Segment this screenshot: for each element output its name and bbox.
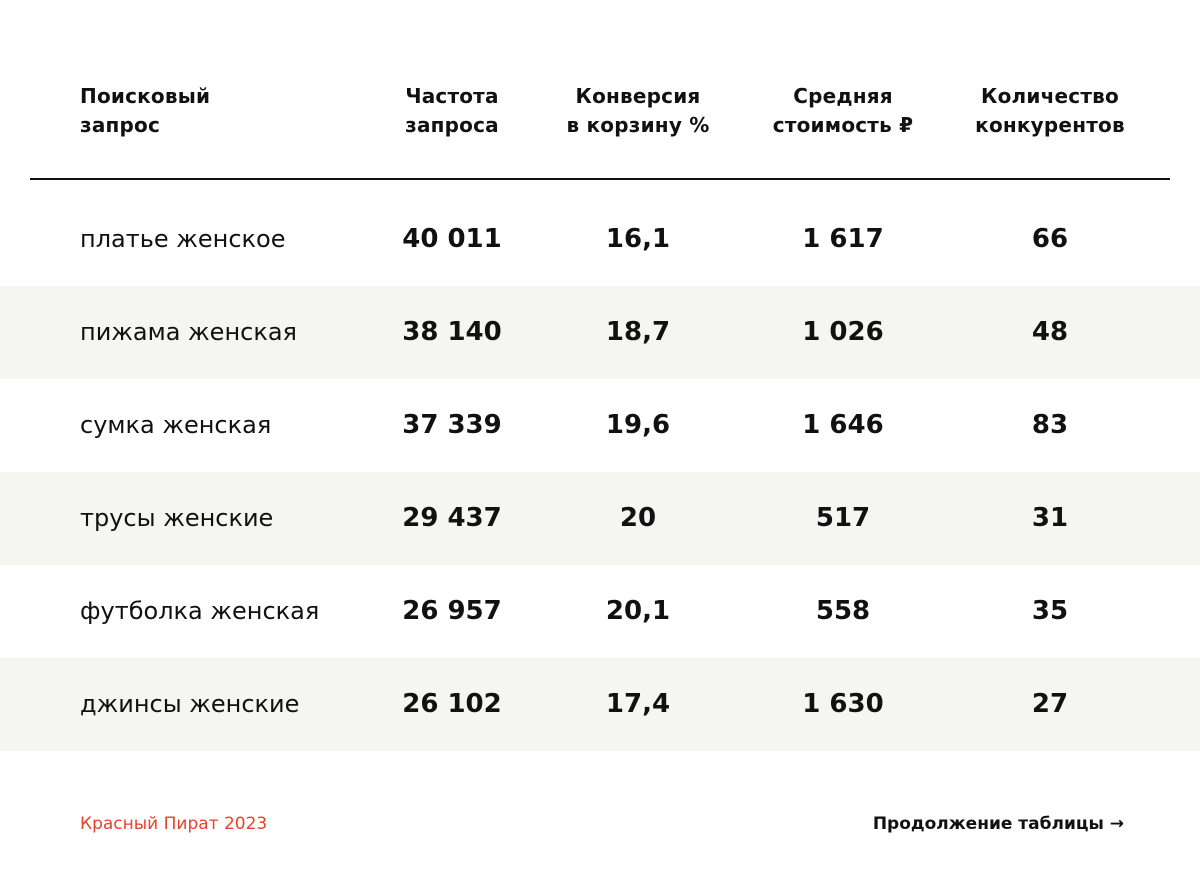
cell-competitors: 48	[1031, 317, 1069, 347]
cell-query: сумка женская	[80, 411, 272, 439]
header-competitors: Количество конкурентов	[975, 84, 1125, 137]
cell-frequency: 26 102	[402, 689, 502, 719]
table-row: платье женское 40 011 16,1 1 617 66	[0, 193, 1200, 286]
header-avg-price: Средняя стоимость ₽	[772, 84, 914, 137]
cell-frequency: 26 957	[402, 596, 502, 626]
cell-avg-price: 517	[815, 503, 871, 533]
cell-competitors: 31	[1031, 503, 1069, 533]
header-divider	[30, 178, 1170, 180]
header-frequency: Частота запроса	[405, 84, 499, 137]
cell-query: платье женское	[80, 225, 286, 253]
table-header: Поисковый запрос Частота запроса Конверс…	[0, 0, 1200, 178]
cell-competitors: 83	[1031, 410, 1069, 440]
cell-conversion: 19,6	[605, 410, 671, 440]
table-row: джинсы женские 26 102 17,4 1 630 27	[0, 658, 1200, 751]
table-body: платье женское 40 011 16,1 1 617 66 пижа…	[0, 193, 1200, 751]
cell-competitors: 27	[1031, 689, 1069, 719]
cell-conversion: 20	[619, 503, 657, 533]
cell-avg-price: 1 026	[802, 317, 884, 347]
credit-text: Красный Пират 2023	[80, 814, 268, 834]
table-row: трусы женские 29 437 20 517 31	[0, 472, 1200, 565]
cell-avg-price: 1 617	[802, 224, 884, 254]
table-row: сумка женская 37 339 19,6 1 646 83	[0, 379, 1200, 472]
cell-avg-price: 1 630	[802, 689, 884, 719]
cell-frequency: 29 437	[402, 503, 502, 533]
cell-query: пижама женская	[80, 318, 297, 346]
table-row: пижама женская 38 140 18,7 1 026 48	[0, 286, 1200, 379]
cell-conversion: 17,4	[605, 689, 671, 719]
cell-conversion: 18,7	[605, 317, 671, 347]
cell-avg-price: 1 646	[802, 410, 884, 440]
cell-avg-price: 558	[815, 596, 871, 626]
cell-query: футболка женская	[80, 597, 320, 625]
header-conversion: Конверсия в корзину %	[566, 84, 710, 137]
cell-competitors: 66	[1031, 224, 1069, 254]
header-query: Поисковый запрос	[80, 84, 211, 137]
cell-frequency: 38 140	[402, 317, 502, 347]
cell-query: джинсы женские	[80, 690, 300, 718]
continue-table-link[interactable]: Продолжение таблицы →	[872, 814, 1124, 834]
cell-frequency: 40 011	[402, 224, 502, 254]
table-row: футболка женская 26 957 20,1 558 35	[0, 565, 1200, 658]
cell-frequency: 37 339	[402, 410, 502, 440]
cell-conversion: 16,1	[605, 224, 671, 254]
cell-conversion: 20,1	[605, 596, 671, 626]
cell-competitors: 35	[1031, 596, 1069, 626]
cell-query: трусы женские	[80, 504, 274, 532]
